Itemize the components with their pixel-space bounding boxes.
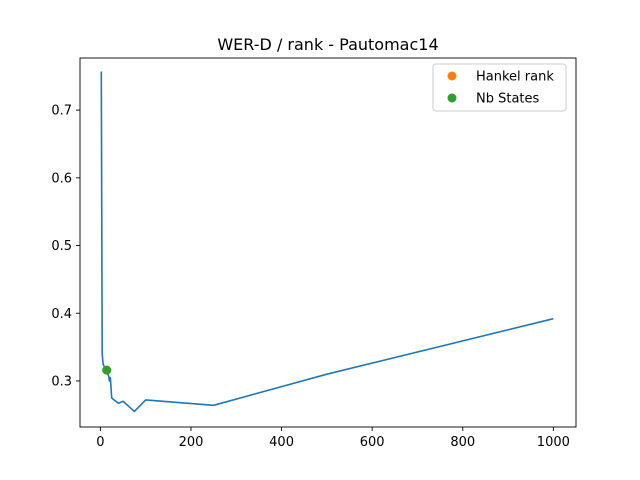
x-tick-label: 800 bbox=[450, 435, 475, 450]
legend-label-0: Hankel rank bbox=[476, 70, 554, 85]
legend: Hankel rank Nb States bbox=[432, 63, 567, 112]
legend-label-1: Nb States bbox=[476, 92, 540, 107]
legend-marker-1 bbox=[447, 93, 457, 103]
y-tick-label: 0.6 bbox=[51, 171, 72, 186]
y-tick-label: 0.5 bbox=[51, 239, 72, 254]
series-line-0 bbox=[100, 71, 554, 413]
legend-marker-0 bbox=[447, 71, 457, 81]
x-tick-label: 600 bbox=[360, 435, 385, 450]
axes: 0 200 400 600 800 1000 0.3 0.4 0.5 0.6 0.7 bbox=[51, 57, 577, 450]
marker-point-1 bbox=[102, 365, 112, 375]
x-tick-label: 200 bbox=[179, 435, 204, 450]
axes-frame bbox=[79, 57, 577, 428]
x-tick-label: 1000 bbox=[537, 435, 570, 450]
legend-box bbox=[432, 63, 567, 112]
x-tick-label: 0 bbox=[96, 435, 104, 450]
plot-area bbox=[100, 71, 554, 413]
y-tick-label: 0.4 bbox=[51, 307, 72, 322]
x-tick-label: 400 bbox=[269, 435, 294, 450]
y-tick-label: 0.7 bbox=[51, 104, 72, 119]
chart-title: WER-D / rank - Pautomac14 bbox=[217, 35, 438, 54]
y-tick-label: 0.3 bbox=[51, 374, 72, 389]
